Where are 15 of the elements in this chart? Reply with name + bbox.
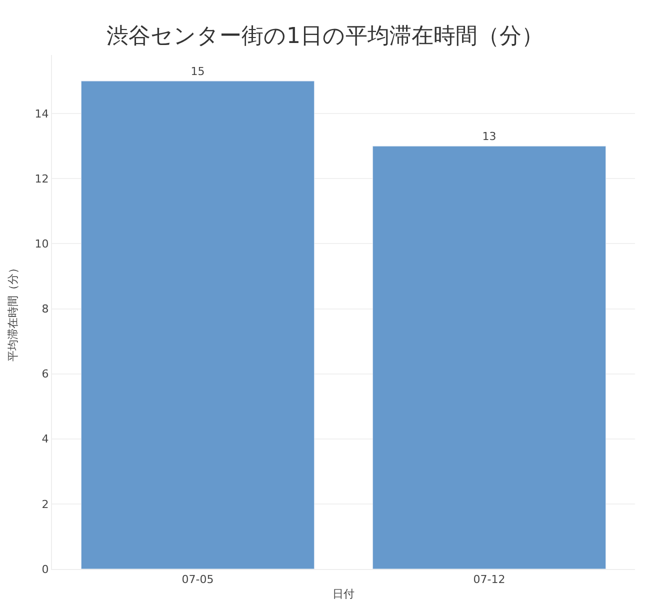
data-label: 15	[190, 65, 205, 78]
y-tick-label: 10	[34, 238, 49, 251]
data-label: 13	[482, 130, 496, 144]
y-axis-title: 平均滞在時間（分）	[6, 262, 20, 362]
chart-title: 渋谷センター街の1日の平均滞在時間（分）	[106, 24, 544, 49]
y-tick-label: 4	[42, 432, 49, 446]
y-tick-label: 6	[42, 368, 49, 381]
y-tick-label: 12	[34, 172, 49, 186]
y-tick-label: 0	[42, 562, 49, 576]
x-axis-title: 日付	[332, 587, 354, 600]
x-tick-label: 07-12	[473, 573, 506, 586]
x-tick-label: 07-05	[182, 573, 214, 586]
y-tick-label: 8	[42, 302, 49, 316]
y-tick-label: 2	[42, 498, 49, 511]
y-tick-label: 14	[34, 107, 49, 120]
